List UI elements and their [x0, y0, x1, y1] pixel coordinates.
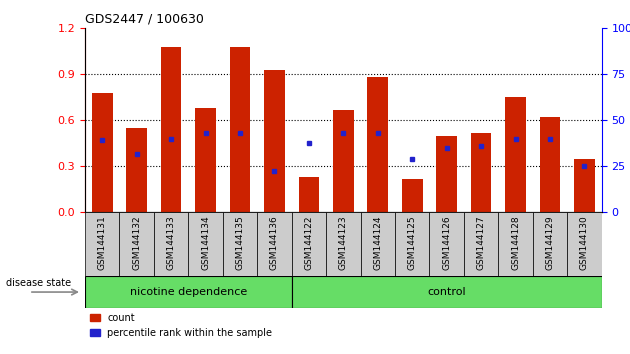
Text: GSM144122: GSM144122 — [304, 216, 313, 270]
Legend: count, percentile rank within the sample: count, percentile rank within the sample — [90, 313, 272, 338]
Bar — [402, 179, 423, 212]
Bar — [292, 212, 326, 276]
Text: GSM144132: GSM144132 — [132, 216, 141, 270]
Bar — [395, 212, 430, 276]
Text: GSM144127: GSM144127 — [477, 216, 486, 270]
Bar — [574, 159, 595, 212]
Bar — [195, 108, 216, 212]
Text: disease state: disease state — [6, 278, 71, 288]
Bar — [326, 212, 360, 276]
Bar — [127, 128, 147, 212]
Text: GSM144129: GSM144129 — [546, 216, 554, 270]
Text: GDS2447 / 100630: GDS2447 / 100630 — [85, 13, 204, 26]
Bar — [471, 133, 491, 212]
Text: GSM144125: GSM144125 — [408, 216, 416, 270]
Bar — [299, 177, 319, 212]
Text: GSM144131: GSM144131 — [98, 216, 106, 270]
Bar — [367, 78, 388, 212]
Bar — [264, 70, 285, 212]
Bar — [92, 93, 113, 212]
Bar — [533, 212, 567, 276]
Bar — [120, 212, 154, 276]
Text: GSM144123: GSM144123 — [339, 216, 348, 270]
Bar — [333, 110, 353, 212]
Bar — [430, 212, 464, 276]
Text: GSM144128: GSM144128 — [511, 216, 520, 270]
Bar — [257, 212, 292, 276]
Bar — [154, 212, 188, 276]
Text: GSM144126: GSM144126 — [442, 216, 451, 270]
Text: GSM144130: GSM144130 — [580, 216, 589, 270]
Bar — [230, 47, 250, 212]
Bar — [85, 276, 292, 308]
Bar — [292, 276, 602, 308]
Text: GSM144136: GSM144136 — [270, 216, 279, 270]
Bar — [223, 212, 257, 276]
Bar — [161, 47, 181, 212]
Bar — [505, 97, 526, 212]
Bar — [188, 212, 223, 276]
Bar — [540, 117, 560, 212]
Bar — [85, 212, 120, 276]
Bar — [437, 136, 457, 212]
Text: GSM144133: GSM144133 — [167, 216, 176, 270]
Bar — [360, 212, 395, 276]
Bar — [498, 212, 533, 276]
Text: GSM144134: GSM144134 — [201, 216, 210, 270]
Text: control: control — [427, 287, 466, 297]
Text: GSM144135: GSM144135 — [236, 216, 244, 270]
Text: GSM144124: GSM144124 — [374, 216, 382, 270]
Text: nicotine dependence: nicotine dependence — [130, 287, 247, 297]
Bar — [464, 212, 498, 276]
Bar — [567, 212, 602, 276]
